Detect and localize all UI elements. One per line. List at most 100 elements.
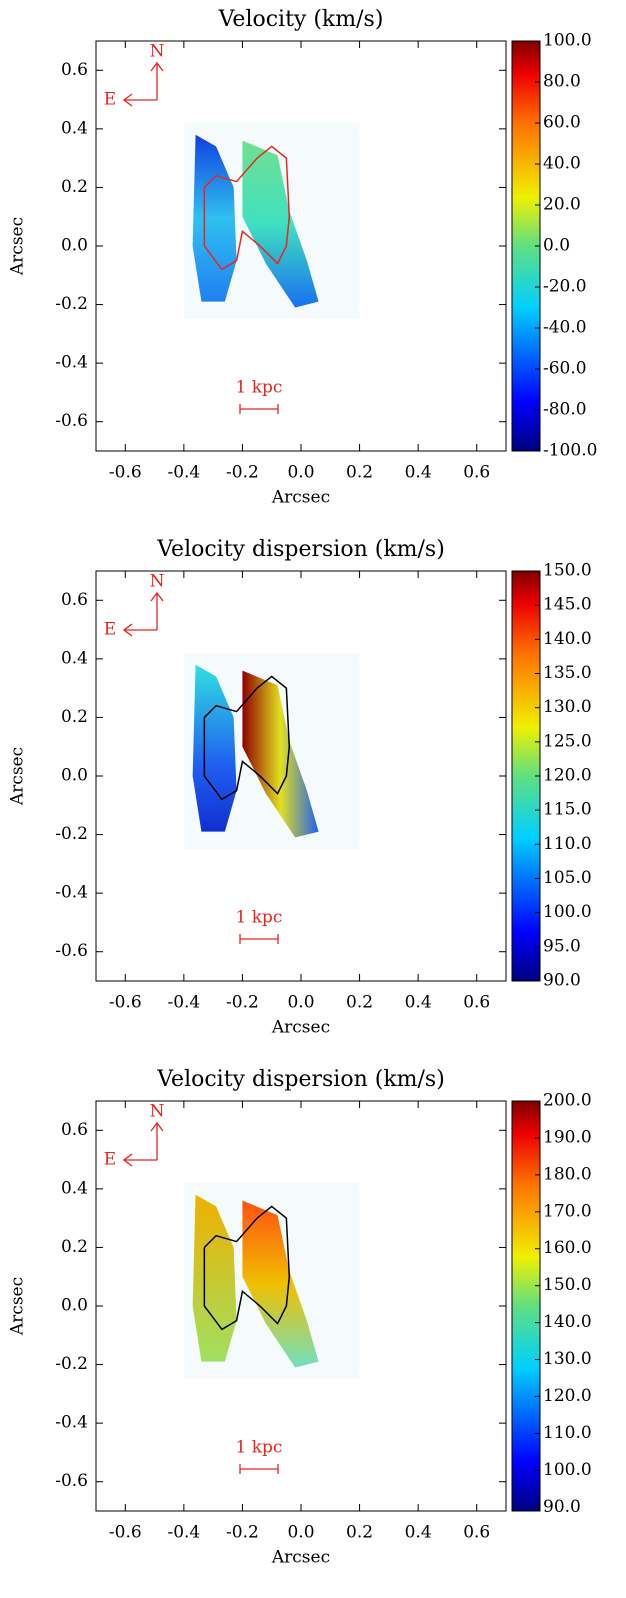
colorbar-tick-label: 60.0 [543, 113, 581, 133]
y-tick-label: -0.6 [55, 1471, 88, 1491]
x-tick-label: -0.2 [226, 993, 259, 1013]
colorbar-tick-label: 100.0 [543, 31, 592, 51]
colorbar-tick-label: 130.0 [543, 1349, 592, 1369]
compass-label: E [104, 1150, 116, 1170]
y-tick-label: 0.0 [61, 236, 88, 256]
colorbar-tick-label: 170.0 [543, 1201, 592, 1221]
colorbar-tick-label: 150.0 [543, 1275, 592, 1295]
compass-arrow [122, 591, 164, 637]
x-tick-label: 0.2 [346, 1523, 373, 1543]
x-tick-label: -0.2 [226, 463, 259, 483]
x-tick-label: 0.2 [346, 463, 373, 483]
x-tick-label: 0.0 [287, 1523, 314, 1543]
contour [203, 675, 291, 801]
scale-bar [239, 1464, 279, 1474]
map-region [242, 140, 319, 308]
colorbar [511, 1100, 541, 1512]
colorbar-tick-label: 120.0 [543, 1386, 592, 1406]
x-tick-label: -0.6 [109, 1523, 142, 1543]
y-axis-label: Arcsec [8, 217, 28, 276]
colorbar-tick-label: 0.0 [543, 236, 570, 256]
scale-label: 1 kpc [236, 908, 283, 928]
y-tick-label: -0.4 [55, 883, 88, 903]
colorbar-tick-label: 105.0 [543, 868, 592, 888]
map-region [192, 664, 237, 832]
y-axis-label: Arcsec [8, 1277, 28, 1336]
colorbar-tick-label: 100.0 [543, 1460, 592, 1480]
x-tick-label: 0.2 [346, 993, 373, 1013]
y-tick-label: 0.0 [61, 1296, 88, 1316]
map-region [242, 670, 319, 838]
map-region [242, 1200, 319, 1368]
colorbar-tick-label: 130.0 [543, 697, 592, 717]
scale-label: 1 kpc [236, 1438, 283, 1458]
y-tick-label: 0.4 [61, 1178, 88, 1198]
compass-label: N [150, 42, 165, 62]
x-tick-label: -0.4 [167, 463, 200, 483]
y-tick-label: 0.6 [61, 1120, 88, 1140]
y-tick-label: 0.0 [61, 766, 88, 786]
scale-bar [239, 934, 279, 944]
colorbar-tick-label: 115.0 [543, 800, 592, 820]
x-tick-label: 0.0 [287, 993, 314, 1013]
compass-label: E [104, 90, 116, 110]
x-tick-label: 0.4 [405, 993, 432, 1013]
x-tick-label: 0.4 [405, 1523, 432, 1543]
colorbar-tick-label: 80.0 [543, 72, 581, 92]
colorbar-tick-label: 145.0 [543, 595, 592, 615]
colorbar-tick-label: -60.0 [543, 359, 587, 379]
contour [203, 145, 291, 271]
x-tick-label: 0.4 [405, 463, 432, 483]
y-tick-label: 0.2 [61, 1237, 88, 1257]
y-tick-label: 0.4 [61, 648, 88, 668]
colorbar-tick-label: 140.0 [543, 1312, 592, 1332]
contour [203, 1205, 291, 1331]
y-tick-label: 0.4 [61, 118, 88, 138]
y-tick-label: 0.2 [61, 707, 88, 727]
colorbar-tick-label: 120.0 [543, 766, 592, 786]
x-axis-label: Arcsec [271, 1018, 330, 1038]
colorbar-tick-label: -40.0 [543, 318, 587, 338]
y-tick-label: -0.2 [55, 824, 88, 844]
colorbar-tick-label: 150.0 [543, 561, 592, 581]
colorbar-tick-label: 100.0 [543, 902, 592, 922]
x-tick-label: 0.6 [463, 463, 490, 483]
y-tick-label: 0.6 [61, 590, 88, 610]
x-axis-label: Arcsec [271, 488, 330, 508]
x-tick-label: 0.6 [463, 1523, 490, 1543]
colorbar-tick-label: -100.0 [543, 441, 597, 461]
colorbar-tick-label: 90.0 [543, 971, 581, 991]
compass-label: N [150, 572, 165, 592]
x-tick-label: -0.6 [109, 463, 142, 483]
chart-title: Velocity dispersion (km/s) [156, 1067, 445, 1092]
y-tick-label: -0.2 [55, 1354, 88, 1374]
y-tick-label: -0.2 [55, 294, 88, 314]
colorbar-tick-label: 110.0 [543, 1423, 592, 1443]
colorbar-tick-label: 110.0 [543, 834, 592, 854]
map-region [192, 1194, 237, 1362]
colorbar-tick-label: 140.0 [543, 629, 592, 649]
compass-arrow [122, 61, 164, 107]
colorbar-tick-label: 90.0 [543, 1497, 581, 1517]
colorbar-tick-label: 180.0 [543, 1164, 592, 1184]
scale-label: 1 kpc [236, 378, 283, 398]
y-tick-label: -0.6 [55, 411, 88, 431]
colorbar-tick-label: 40.0 [543, 154, 581, 174]
map-region [192, 134, 237, 302]
y-axis-label: Arcsec [8, 747, 28, 806]
colorbar-tick-label: 95.0 [543, 936, 581, 956]
y-tick-label: 0.2 [61, 177, 88, 197]
x-tick-label: 0.6 [463, 993, 490, 1013]
compass-arrow [122, 1121, 164, 1167]
colorbar-tick-label: 135.0 [543, 663, 592, 683]
colorbar-tick-label: -80.0 [543, 400, 587, 420]
colorbar-tick-label: 125.0 [543, 731, 592, 751]
y-tick-label: -0.6 [55, 941, 88, 961]
compass-label: N [150, 1102, 165, 1122]
colorbar-tick-label: 190.0 [543, 1127, 592, 1147]
chart-title: Velocity dispersion (km/s) [156, 537, 445, 562]
colorbar-tick-label: 20.0 [543, 195, 581, 215]
x-tick-label: -0.6 [109, 993, 142, 1013]
x-tick-label: -0.2 [226, 1523, 259, 1543]
